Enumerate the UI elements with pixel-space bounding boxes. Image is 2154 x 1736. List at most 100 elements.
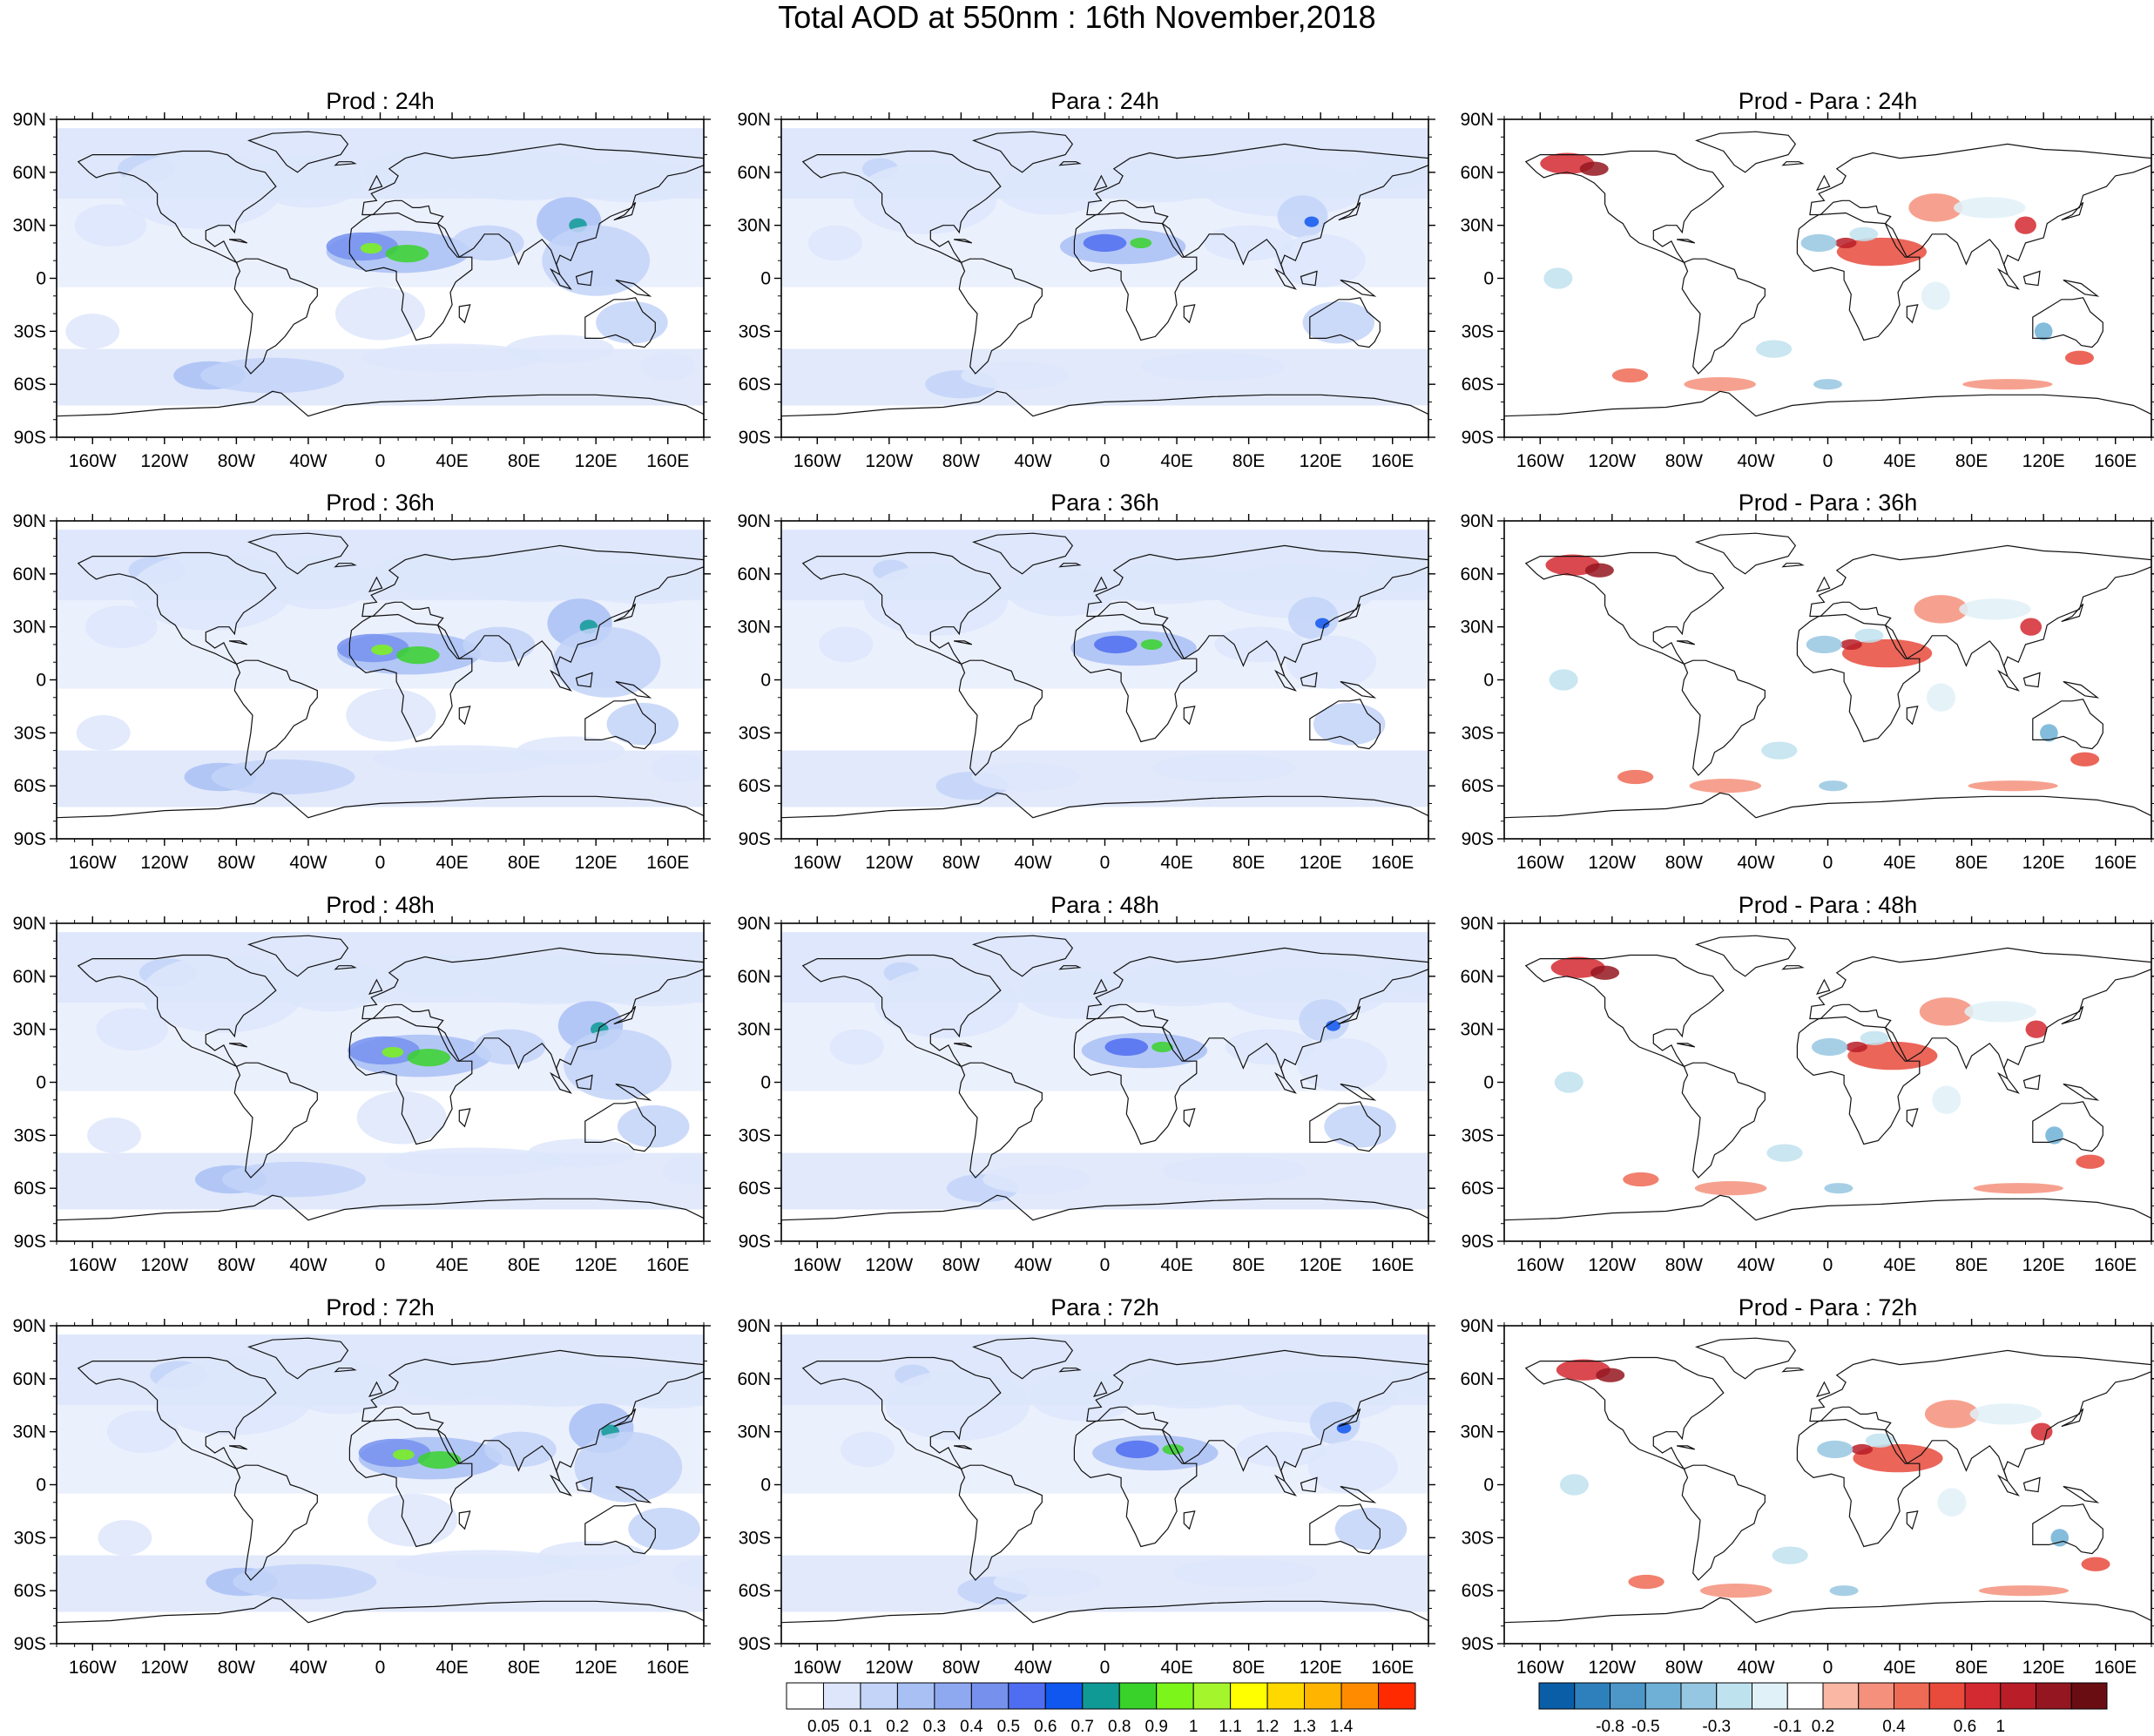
lon-tick-label: 160E	[2094, 1255, 2137, 1275]
aod-plume	[106, 1410, 179, 1453]
aod-plume	[1304, 216, 1320, 227]
coastline	[971, 131, 1074, 173]
aod-plume	[1356, 154, 1428, 191]
aod-plume	[819, 626, 874, 663]
coastline	[1996, 669, 2020, 692]
aod-plume	[1549, 669, 1578, 691]
coastline	[1815, 174, 1831, 192]
coastline	[1183, 1510, 1196, 1530]
coastline	[57, 1597, 704, 1644]
coastline	[1340, 1083, 1377, 1101]
aod-plume	[1824, 1183, 1854, 1194]
aod-plume	[361, 151, 470, 194]
aod-plume	[1755, 340, 1793, 358]
lat-tick-label: 60N	[1460, 163, 1494, 183]
aod-plume	[371, 644, 393, 656]
lat-tick-label: 0	[36, 269, 46, 289]
coastline	[1676, 1043, 1696, 1048]
aod-plume	[1579, 161, 1609, 176]
aod-plume	[1953, 197, 2026, 219]
diff-colorbar-swatch	[2036, 1682, 2072, 1710]
lon-tick-label: 80E	[1955, 853, 1988, 873]
aod-plume	[1699, 1584, 1772, 1598]
coastline	[1273, 267, 1297, 290]
aod-plume	[874, 967, 1019, 1038]
lon-tick-label: 80W	[942, 451, 980, 471]
lon-tick-label: 80E	[1232, 451, 1265, 471]
lat-tick-label: 60S	[14, 776, 46, 796]
lon-tick-label: 40E	[1160, 1255, 1192, 1275]
lat-tick-label: 0	[36, 1476, 46, 1496]
coastline	[77, 954, 277, 1068]
aod-colorbar-label: 1.2	[1256, 1718, 1279, 1736]
panel-title: Prod : 48h	[326, 892, 435, 918]
lat-tick-label: 0	[760, 671, 771, 691]
lat-tick-label: 30S	[739, 1125, 771, 1145]
lat-tick-label: 90N	[737, 511, 771, 531]
lon-tick-label: 160E	[646, 853, 689, 873]
lon-tick-label: 120E	[575, 1255, 618, 1275]
diff-colorbar-label: -0.1	[1773, 1718, 1802, 1736]
coastline	[368, 978, 383, 996]
lat-tick-label: 90N	[1460, 1316, 1494, 1336]
aod-plume	[275, 958, 384, 1012]
aod-plume	[383, 955, 492, 998]
lon-tick-label: 160E	[2094, 1658, 2137, 1678]
lat-tick-label: 0	[1483, 671, 1494, 691]
aod-plume	[2015, 216, 2036, 234]
lat-tick-label: 30N	[1460, 216, 1494, 236]
aod-plume	[452, 225, 524, 261]
aod-colorbar-label: 0.1	[849, 1718, 872, 1736]
lon-tick-label: 120E	[1300, 853, 1342, 873]
coastline	[246, 131, 349, 173]
lon-tick-label: 120E	[2022, 1658, 2065, 1678]
aod-plume	[1277, 195, 1328, 238]
aod-plume	[1307, 1440, 1398, 1494]
lon-tick-label: 0	[375, 1658, 386, 1678]
lon-tick-label: 120W	[865, 1658, 913, 1678]
lon-tick-label: 40E	[1883, 1658, 1915, 1678]
coastline	[1796, 1016, 1921, 1145]
aod-plume	[592, 1366, 704, 1409]
map-panel-para-2: Para : 36h 90N 60N 30N 0 30S 60S 90S 160W 120W 80W…	[737, 490, 1435, 873]
coastline	[1809, 544, 2151, 677]
coastline	[1796, 613, 1921, 743]
coastline	[1504, 1194, 2151, 1241]
aod-plume	[662, 1156, 704, 1185]
aod-plume	[1860, 1030, 1889, 1045]
coastline	[2032, 297, 2103, 348]
diff-colorbar-swatch	[1752, 1682, 1788, 1710]
lon-tick-label: 160W	[793, 853, 841, 873]
coastline	[1338, 1005, 1361, 1025]
lat-tick-label: 90N	[12, 914, 46, 934]
coastline	[1058, 1368, 1082, 1373]
coastline	[361, 1349, 704, 1482]
aod-plume	[807, 225, 862, 261]
aod-plume	[1590, 965, 1620, 980]
aod-plume	[463, 626, 535, 663]
coastline	[2022, 1476, 2041, 1493]
lat-tick-label: 90S	[1462, 1634, 1494, 1654]
lat-tick-label: 90N	[737, 914, 771, 934]
coastline	[1300, 1074, 1318, 1091]
lon-tick-label: 160E	[2094, 853, 2137, 873]
lon-tick-label: 40E	[436, 1658, 468, 1678]
lat-tick-label: 60S	[1462, 375, 1494, 395]
lat-tick-label: 30N	[737, 216, 771, 236]
aod-plume	[829, 1029, 884, 1065]
aod-plume	[1694, 1181, 1767, 1196]
aod-plume	[65, 314, 120, 349]
coastline	[246, 532, 349, 575]
lon-tick-label: 0	[375, 1255, 386, 1275]
coastline	[1086, 947, 1428, 1079]
lon-tick-label: 40W	[1737, 1658, 1774, 1678]
aod-plume	[334, 287, 426, 341]
panel-title: Prod : 72h	[326, 1294, 435, 1321]
aod-plume	[395, 1550, 575, 1578]
coastline	[2063, 279, 2100, 297]
aod-plume	[1817, 1440, 1854, 1459]
map-panel-prod-3: Prod : 48h 90N 60N 30N 0 30S 60S 90S 160W 120W 80W…	[12, 892, 711, 1275]
coastline	[584, 699, 656, 750]
coastline	[361, 143, 704, 275]
diff-colorbar-swatch	[1716, 1682, 1752, 1710]
